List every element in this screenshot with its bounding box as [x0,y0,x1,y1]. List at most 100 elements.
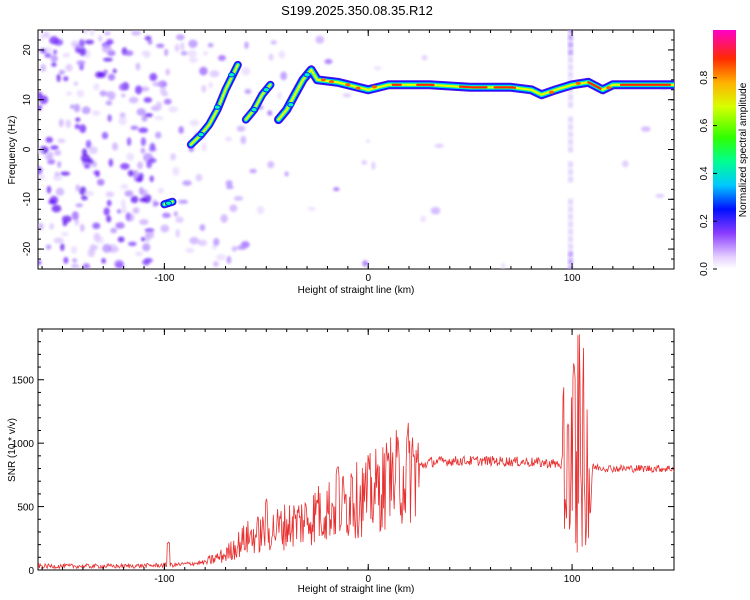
noise-speckle [38,173,45,181]
noise-speckle [231,246,238,252]
colorbar-tick-label: 0.0 [699,262,710,276]
noise-speckle [216,254,226,261]
ridge-blob [303,72,311,78]
noise-speckle [57,138,66,144]
noise-speckle [96,178,105,186]
ridge-blob [197,131,205,138]
noise-speckle [201,85,207,93]
noise-speckle [128,96,139,104]
noise-speckle [101,44,112,53]
spectrogram-image [38,30,674,269]
noise-speckle [75,117,81,122]
noise-speckle [103,207,110,216]
noise-speckle [95,71,103,78]
noise-speckle [74,123,80,130]
artifact-cell [568,206,574,213]
noise-speckle [115,222,125,229]
noise-speckle [277,91,282,100]
noise-speckle [187,50,198,57]
noise-speckle [152,81,162,87]
noise-speckle [120,93,126,98]
noise-speckle [71,211,79,221]
noise-speckle [38,166,43,175]
noise-speckle [116,209,122,214]
artifact-cell [568,124,574,131]
noise-speckle [153,201,160,206]
noise-speckle [421,55,428,61]
noise-speckle [155,101,163,110]
artifact-cell [568,228,574,235]
noise-speckle [38,91,43,100]
noise-speckle [199,224,206,231]
noise-speckle [45,136,54,143]
noise-speckle [189,236,200,245]
noise-speckle [170,153,176,161]
noise-speckle [182,180,192,186]
ridge-peak [587,81,602,90]
noise-speckle [53,237,64,244]
artifact-cell [568,101,574,108]
noise-speckle [229,204,238,212]
noise-speckle [226,185,234,190]
noise-speckle [97,35,103,42]
snr-ytick-label: 500 [17,503,34,514]
noise-speckle [70,104,75,110]
noise-speckle [236,245,247,251]
noise-speckle [56,74,61,82]
spectrogram-artifact [568,30,574,269]
spectrogram-xtick-label: -100 [154,273,174,284]
noise-speckle [307,206,316,211]
noise-speckle [149,142,156,151]
noise-speckle [78,186,87,196]
noise-speckle [107,73,116,81]
artifact-cell [568,251,574,258]
noise-speckle [185,247,195,254]
noise-speckle [142,243,151,252]
noise-speckle [43,31,50,39]
colorbar-gradient [713,30,736,269]
noise-speckle [106,199,112,207]
ridge-blob [164,200,172,206]
ridge-peak [493,86,517,89]
noise-speckle [640,126,651,132]
noise-speckle [240,135,247,145]
ridge-peak-dot [549,90,555,94]
noise-speckle [207,42,214,48]
noise-speckle [195,173,203,182]
noise-speckle [146,160,153,169]
noise-speckle [333,187,340,192]
noise-speckle [220,214,228,223]
ridge-peak-dot [355,86,361,90]
colorbar-label: Normalized spectral amplitude [738,82,749,217]
noise-speckle [140,86,150,92]
noise-speckle [107,114,112,122]
noise-speckle [188,39,198,49]
noise-speckle [226,256,232,264]
artifact-cell [568,116,574,123]
colorbar-tick-label: 0.6 [699,118,710,132]
noise-speckle [164,48,169,57]
spectrogram-noise [38,30,669,269]
spectrogram-xtick-label: 100 [564,273,581,284]
noise-speckle [197,239,208,247]
noise-speckle [45,46,53,54]
noise-speckle [124,50,134,57]
noise-speckle [244,88,252,95]
noise-speckle [136,177,143,183]
noise-speckle [130,195,139,204]
artifact-cell [568,266,574,269]
noise-speckle [84,164,90,169]
noise-speckle [80,153,91,163]
noise-speckle [84,190,94,197]
snr-ylabel: SNR (10 * v/v) [7,418,18,482]
noise-speckle [51,62,57,67]
noise-speckle [50,145,59,150]
noise-speckle [83,30,88,34]
noise-speckle [141,115,148,122]
colorbar-tick-label: 0.2 [699,214,710,228]
snr-xtick-label: -100 [154,574,174,585]
noise-speckle [655,193,665,198]
noise-speckle [60,243,65,251]
